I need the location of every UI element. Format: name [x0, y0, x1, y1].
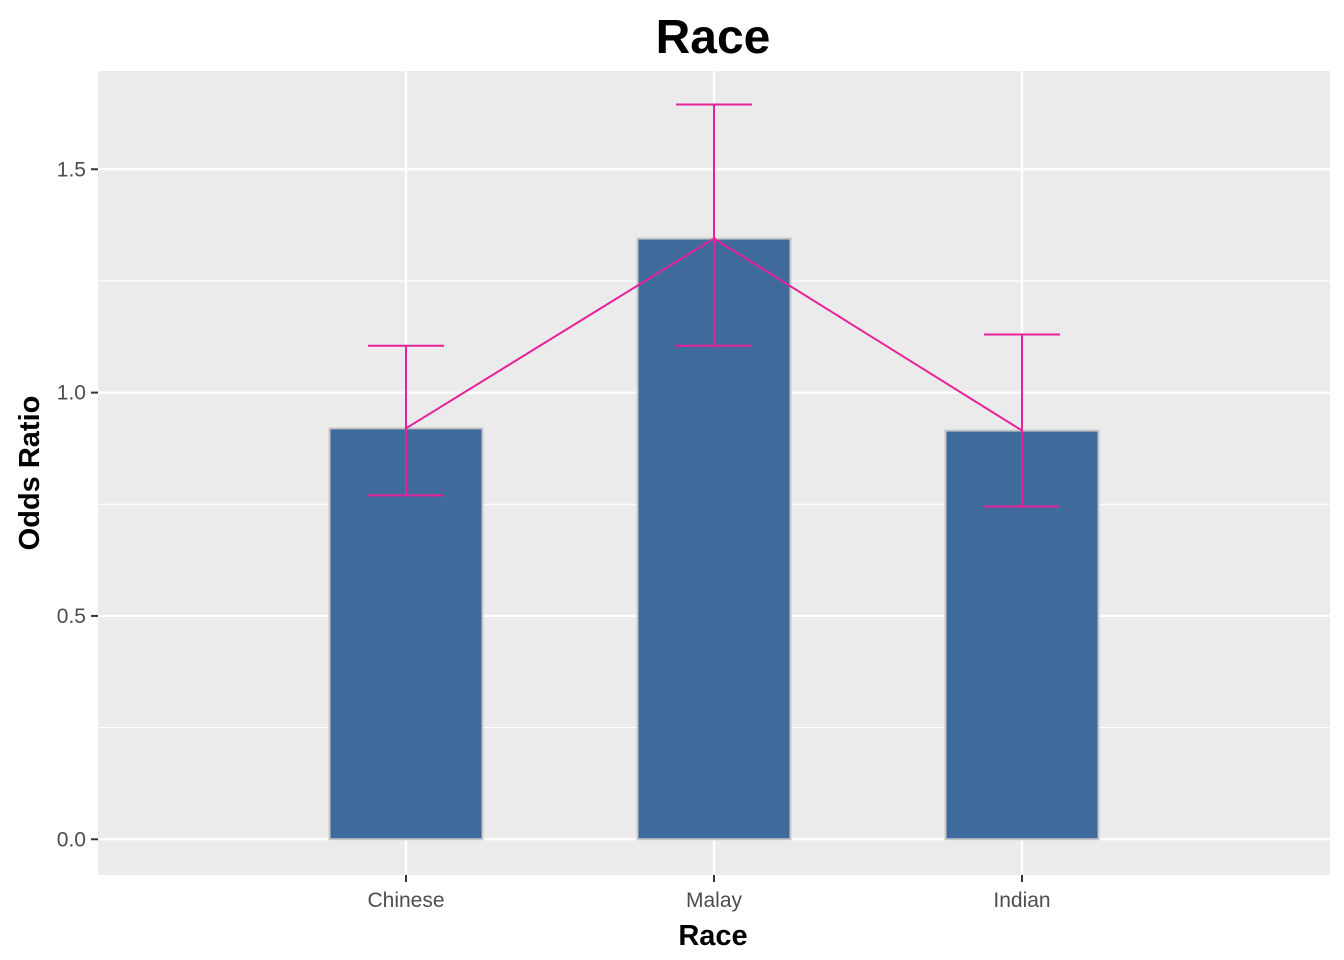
y-tick-label: 1.0: [57, 382, 86, 405]
y-axis: 0.0 0.5 1.0 1.5: [57, 158, 98, 851]
x-axis: Chinese Malay Indian: [367, 875, 1051, 912]
y-tick-label: 0.0: [57, 828, 86, 851]
errorbar-malay: [676, 103, 752, 347]
error-bars: [368, 103, 1060, 508]
y-tick-label: 0.5: [57, 605, 86, 628]
bar-chinese: [328, 427, 484, 841]
x-tick-label: Indian: [993, 889, 1050, 912]
chart-title: Race: [656, 11, 771, 64]
errorbar-chinese: [368, 344, 444, 497]
y-axis-title: Odds Ratio: [14, 396, 46, 551]
errorbar-indian: [984, 333, 1060, 508]
x-axis-title: Race: [678, 920, 747, 952]
y-tick-label: 1.5: [57, 158, 86, 181]
x-tick-label: Malay: [686, 889, 743, 912]
x-tick-label: Chinese: [367, 889, 444, 912]
